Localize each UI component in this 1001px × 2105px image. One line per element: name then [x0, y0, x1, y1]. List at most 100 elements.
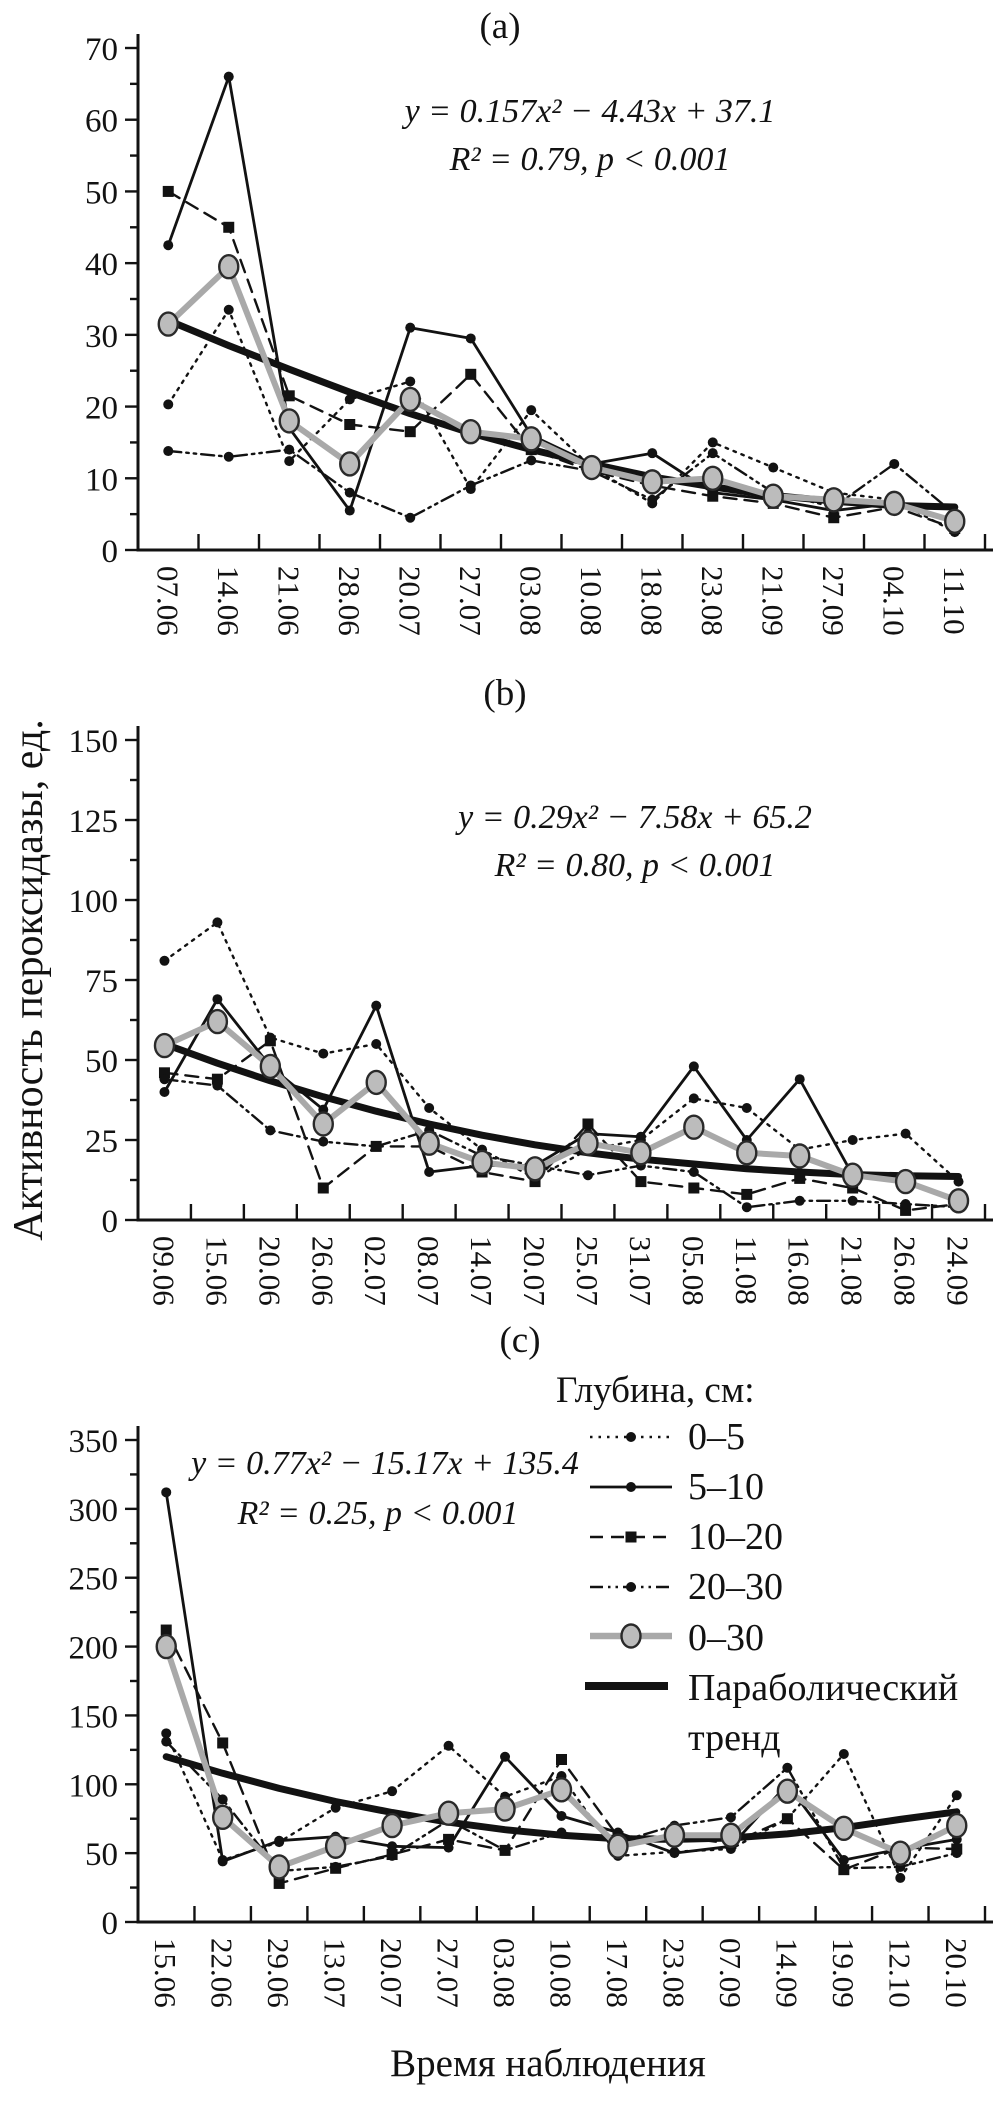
data-point-bigcircle — [211, 1804, 234, 1831]
series-markers-0–30 — [155, 1633, 968, 1880]
x-tick-label: 08.07 — [411, 1236, 446, 1306]
data-point-bigcircle — [339, 451, 361, 477]
x-tick-label: 23.08 — [695, 566, 730, 636]
data-point-square — [223, 221, 235, 233]
x-tick-label: 20.07 — [392, 566, 427, 636]
data-point-square — [160, 1624, 172, 1636]
y-tick-label: 125 — [69, 804, 119, 840]
data-point-bigcircle — [437, 1800, 460, 1826]
y-tick-label: 200 — [69, 1631, 119, 1667]
x-tick-label: 05.08 — [676, 1236, 711, 1306]
legend-label-0-30: 0–30 — [688, 1617, 764, 1659]
data-point-circle — [318, 1048, 329, 1059]
y-tick-label: 30 — [85, 319, 118, 355]
data-point-circle — [344, 487, 355, 498]
data-point-circle — [688, 1167, 699, 1177]
x-tick-label: 20.10 — [939, 1938, 974, 2008]
x-tick-label: 03.08 — [487, 1938, 522, 2008]
x-tick-label: 25.07 — [570, 1236, 605, 1306]
panel-a-r-squared: R² = 0.79, p < 0.001 — [449, 141, 731, 178]
plot-area-c: 0 50 100 150 200 250 300 350 15.06 22.06 29.06 13.0… — [69, 1424, 993, 2008]
data-point-circle — [161, 1736, 172, 1747]
y-tick-label: 50 — [85, 175, 118, 211]
legend-item-10-20: 10–20 — [590, 1516, 783, 1558]
legend-label-trend-line1: Параболический — [688, 1667, 958, 1709]
data-point-square — [828, 512, 840, 524]
data-point-circle — [405, 376, 416, 387]
chart-panel-a: (a) y = 0.157x² − 4.43x + 37.1 R² = 0.79… — [85, 6, 993, 636]
data-point-circle — [223, 71, 234, 82]
data-point-circle — [647, 494, 658, 505]
data-point-circle — [741, 1103, 752, 1113]
x-tick-label: 18.08 — [634, 566, 669, 636]
x-tick-label: 11.08 — [729, 1236, 764, 1305]
data-point-bigcircle — [259, 1053, 282, 1080]
data-point-bigcircle — [524, 1156, 546, 1182]
data-point-bigcircle — [157, 311, 179, 337]
data-point-circle — [159, 955, 170, 966]
data-point-circle — [284, 456, 295, 467]
data-point-bigcircle — [883, 490, 905, 517]
data-point-circle — [794, 1195, 805, 1206]
panel-c-title: (c) — [499, 1320, 540, 1361]
y-tick-label: 10 — [85, 462, 118, 498]
data-point-bigcircle — [312, 1111, 334, 1137]
panel-c-equation: y = 0.77x² − 15.17x + 135.4 — [188, 1445, 579, 1482]
data-point-bigcircle — [894, 1168, 917, 1195]
x-tick-label: 20.06 — [252, 1236, 287, 1306]
data-point-square — [158, 1067, 170, 1079]
data-point-circle — [900, 1128, 911, 1139]
data-point-circle — [223, 304, 234, 315]
data-point-bigcircle — [278, 408, 300, 434]
data-point-bigcircle — [736, 1140, 758, 1166]
x-tick-label: 09.06 — [147, 1236, 182, 1306]
data-point-circle — [265, 1125, 276, 1136]
data-point-circle — [387, 1841, 398, 1852]
series-line-Параболический тренд — [161, 1040, 962, 1180]
x-tick-label: 11.10 — [937, 566, 972, 635]
legend-marker-circle-icon — [626, 1432, 636, 1442]
data-point-bigcircle — [683, 1114, 705, 1140]
x-tick-label: 15.06 — [148, 1938, 183, 2008]
data-point-square — [317, 1182, 329, 1194]
legend-marker-bigcircle-icon — [620, 1623, 642, 1649]
data-point-circle — [794, 1074, 805, 1085]
legend-item-20-30: 20–30 — [590, 1566, 783, 1608]
data-point-circle — [847, 1195, 858, 1206]
x-tick-label: 10.08 — [544, 1938, 579, 2008]
data-point-circle — [635, 1131, 646, 1142]
data-point-bigcircle — [944, 508, 966, 535]
x-tick-label: 27.09 — [816, 566, 851, 636]
x-tick-label: 22.06 — [205, 1938, 240, 2008]
x-tick-label: 14.06 — [211, 566, 246, 636]
legend-item-0-30: 0–30 — [590, 1617, 764, 1659]
data-point-bigcircle — [607, 1833, 629, 1859]
y-tick-label: 40 — [85, 247, 118, 283]
chart-panel-c: (c) y = 0.77x² − 15.17x + 135.4 R² = 0.2… — [69, 1320, 993, 2008]
panel-b-title: (b) — [483, 673, 526, 714]
data-point-square — [465, 368, 477, 380]
legend-label-trend-line2: тренд — [688, 1717, 781, 1759]
legend-label-10-20: 10–20 — [688, 1516, 783, 1558]
data-point-circle — [707, 437, 718, 448]
data-point-circle — [387, 1786, 398, 1797]
data-point-circle — [838, 1863, 849, 1874]
data-point-circle — [371, 1000, 382, 1011]
panel-a-title: (a) — [479, 6, 520, 47]
data-point-square — [635, 1176, 647, 1188]
data-point-bigcircle — [577, 1130, 599, 1156]
y-tick-label: 100 — [69, 884, 119, 920]
x-tick-label: 14.09 — [769, 1938, 804, 2008]
data-point-circle — [212, 994, 223, 1005]
x-tick-label: 15.06 — [199, 1236, 234, 1306]
data-point-circle — [647, 448, 658, 459]
data-point-circle — [900, 1199, 911, 1209]
chart-panel-b: (b) y = 0.29x² − 7.58x + 65.2 R² = 0.80,… — [69, 673, 993, 1306]
data-point-square — [529, 1176, 541, 1188]
x-tick-label: 16.08 — [782, 1236, 817, 1306]
data-point-bigcircle — [581, 454, 603, 481]
data-point-bigcircle — [218, 254, 240, 280]
series-line-10–20 — [167, 190, 956, 530]
panel-a-equation: y = 0.157x² − 4.43x + 37.1 — [402, 93, 776, 130]
